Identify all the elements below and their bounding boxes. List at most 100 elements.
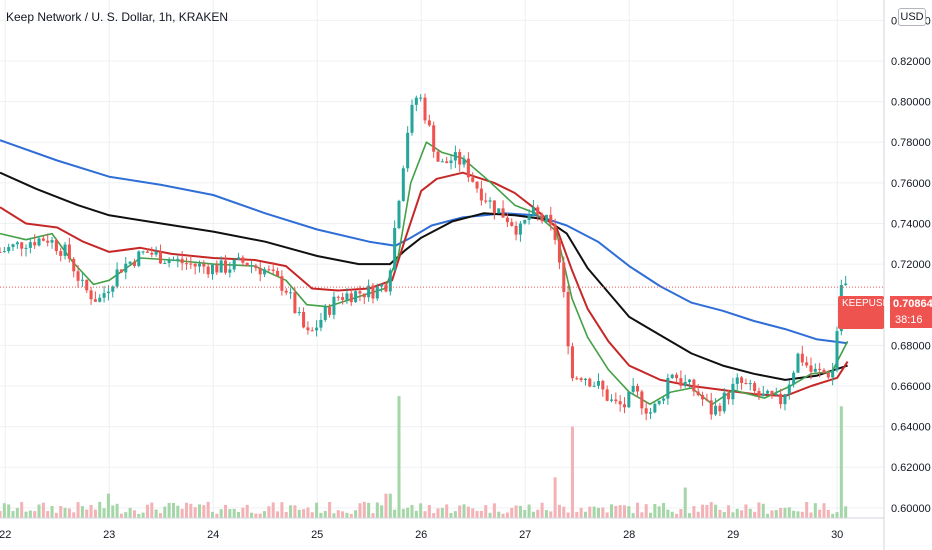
candle-body <box>371 285 375 299</box>
candle-body <box>492 200 496 214</box>
candle-body <box>683 381 687 386</box>
volume-bar <box>818 509 822 518</box>
candle-body <box>76 271 80 281</box>
volume-bar <box>670 511 674 518</box>
candle-body <box>475 181 479 189</box>
volume-bar <box>787 507 791 518</box>
volume-bar <box>549 511 553 518</box>
candle-body <box>67 244 71 259</box>
y-tick-label: 0.64000 <box>891 422 931 434</box>
currency-button[interactable]: USD <box>898 8 926 26</box>
candle-body <box>189 263 193 265</box>
volume-bar <box>436 508 440 518</box>
last-price-value: 0.70864 <box>890 296 932 312</box>
candle-body <box>774 393 778 396</box>
volume-bar <box>566 512 570 518</box>
candle-body <box>757 390 761 397</box>
volume-bar <box>453 511 457 518</box>
candle-body <box>332 296 336 315</box>
volume-bar <box>228 509 232 518</box>
candle-body <box>250 265 254 267</box>
volume-bar <box>241 507 245 518</box>
volume-bar <box>232 508 236 518</box>
candle-body <box>501 208 505 218</box>
candle-body <box>514 225 518 235</box>
volume-bar <box>809 512 813 518</box>
volume-bar <box>158 513 162 518</box>
candle-body <box>627 391 631 408</box>
volume-bar <box>701 504 705 518</box>
volume-bar <box>449 512 453 518</box>
volume-bars <box>0 396 848 518</box>
volume-bar <box>375 502 379 518</box>
volume-bar <box>15 507 19 518</box>
x-tick-label: 22 <box>0 529 11 541</box>
symbol-label: KEEPUSD <box>842 298 890 309</box>
volume-bar <box>761 503 765 518</box>
ma-line <box>0 139 848 345</box>
volume-bar <box>570 426 574 518</box>
volume-bar <box>102 508 106 518</box>
candle-body <box>80 279 84 281</box>
volume-bar <box>735 508 739 518</box>
candle-body <box>445 161 449 164</box>
volume-bar <box>20 502 24 518</box>
volume-bar <box>601 507 605 518</box>
volume-bar <box>492 503 496 518</box>
candle-body <box>258 268 262 275</box>
volume-bar <box>497 511 501 518</box>
volume-bar <box>419 503 423 518</box>
volume-bar <box>263 511 267 518</box>
volume-bar <box>471 508 475 518</box>
volume-bar <box>59 506 63 518</box>
candle-body <box>124 263 128 273</box>
candlesticks <box>0 93 848 421</box>
candle-body <box>722 392 726 412</box>
candle-body <box>536 207 540 215</box>
candle-body <box>826 373 830 378</box>
candle-body <box>783 394 787 405</box>
candle-body <box>653 403 657 413</box>
volume-bar <box>258 513 262 518</box>
volume-bar <box>89 504 93 518</box>
volume-bar <box>24 511 28 518</box>
candle-body <box>748 383 752 385</box>
candle-body <box>362 293 366 298</box>
candle-body <box>640 391 644 409</box>
candle-body <box>367 285 371 298</box>
candle-body <box>414 97 418 105</box>
volume-bar <box>579 507 583 518</box>
volume-bar <box>371 513 375 518</box>
candle-body <box>549 214 553 225</box>
candle-body <box>154 251 158 255</box>
volume-bar <box>328 502 332 518</box>
volume-bar <box>354 510 358 518</box>
candle-body <box>822 369 826 374</box>
candle-body <box>531 207 535 216</box>
volume-bar <box>562 506 566 518</box>
candle-body <box>432 125 436 152</box>
candle-body <box>15 242 19 245</box>
volume-bar <box>280 502 284 518</box>
volume-bar <box>193 507 197 518</box>
candle-body <box>800 353 804 363</box>
volume-bar <box>557 504 561 518</box>
volume-bar <box>237 511 241 518</box>
volume-bar <box>410 504 414 518</box>
candle-body <box>345 293 349 300</box>
volume-bar <box>501 513 505 518</box>
candle-body <box>484 200 488 202</box>
x-tick-label: 27 <box>519 529 531 541</box>
candle-body <box>245 262 249 266</box>
volume-bar <box>128 507 132 518</box>
y-tick-label: 0.76000 <box>891 178 931 190</box>
candle-body <box>380 284 384 287</box>
candle-body <box>497 208 501 214</box>
volume-bar <box>115 503 119 518</box>
volume-bar <box>150 502 154 518</box>
candle-body <box>540 214 544 222</box>
volume-bar <box>583 511 587 518</box>
volume-bar <box>171 502 175 518</box>
